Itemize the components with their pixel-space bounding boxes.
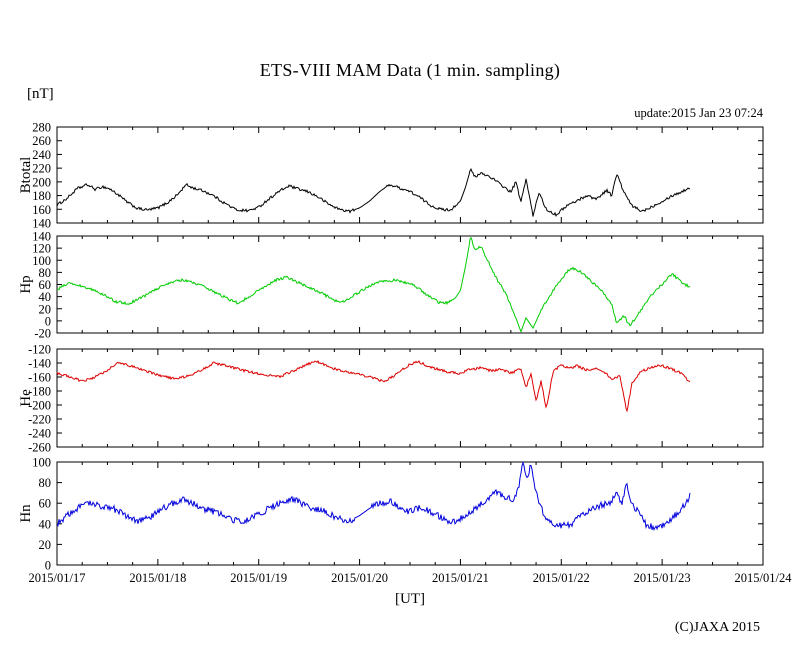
y-tick-label: 0	[45, 559, 51, 573]
y-tick-label: 60	[39, 278, 52, 292]
y-tick-label: 280	[32, 121, 51, 135]
y-tick-label: 120	[32, 242, 51, 256]
y-tick-label: 20	[39, 538, 52, 552]
y-tick-label: 100	[32, 456, 51, 470]
series-btotal-line	[56, 167, 691, 218]
jaxa-copyright: (C)JAXA 2015	[674, 620, 760, 635]
y-tick-label: 60	[39, 497, 52, 511]
x-tick-label: 2015/01/20	[331, 571, 388, 585]
x-tick-label: 2015/01/18	[129, 571, 186, 585]
y-tick-label: 140	[32, 230, 51, 244]
y-tick-label: 80	[39, 476, 52, 490]
x-tick-label: 2015/01/21	[432, 571, 489, 585]
x-axis-unit-label: [UT]	[395, 591, 425, 607]
y-tick-label: -220	[28, 413, 51, 427]
y-tick-label: 80	[39, 266, 52, 280]
y-tick-label: 140	[32, 217, 51, 231]
y-tick-label: -200	[28, 399, 51, 413]
y-tick-label: 40	[39, 290, 52, 304]
x-tick-label: 2015/01/24	[735, 571, 793, 585]
panel-hn-frame	[56, 461, 764, 566]
y-tick-label: 240	[32, 148, 51, 162]
panel-btotal-frame	[56, 126, 764, 224]
panel-hp-frame	[56, 235, 764, 334]
y-tick-label: 20	[39, 302, 52, 316]
update-timestamp: update:2015 Jan 23 07:24	[634, 106, 763, 120]
panel-he-frame	[56, 348, 764, 448]
series-hn-line	[56, 461, 691, 532]
panel-hp-axis-title: Hp	[18, 275, 34, 293]
panel-he-axis-title: He	[18, 389, 34, 407]
x-tick-label: 2015/01/22	[533, 571, 590, 585]
y-tick-label: -180	[28, 385, 51, 399]
series-he-line	[56, 360, 691, 413]
x-tick-label: 2015/01/23	[634, 571, 691, 585]
panel-hn-axis-title: Hn	[18, 504, 34, 523]
y-tick-label: 260	[32, 134, 51, 148]
y-tick-label: 160	[32, 203, 51, 217]
x-tick-label: 2015/01/17	[29, 571, 86, 585]
panel-btotal-axis-title: Btotal	[18, 157, 34, 194]
y-tick-label: -120	[28, 343, 51, 357]
y-tick-label: -260	[28, 441, 51, 455]
y-tick-label: -240	[28, 427, 51, 441]
y-tick-label: 180	[32, 189, 51, 203]
y-tick-label: -140	[28, 357, 51, 371]
y-tick-label: -20	[34, 327, 51, 341]
y-tick-label: 40	[39, 517, 52, 531]
x-tick-label: 2015/01/19	[230, 571, 287, 585]
y-tick-label: 200	[32, 175, 51, 189]
y-unit-label: [nT]	[27, 86, 54, 102]
y-tick-label: 100	[32, 254, 51, 268]
y-tick-label: -160	[28, 371, 51, 385]
y-tick-label: 0	[45, 314, 51, 328]
y-tick-label: 220	[32, 162, 51, 176]
page-title: ETS-VIII MAM Data (1 min. sampling)	[259, 60, 561, 80]
series-hp-line	[56, 236, 691, 333]
